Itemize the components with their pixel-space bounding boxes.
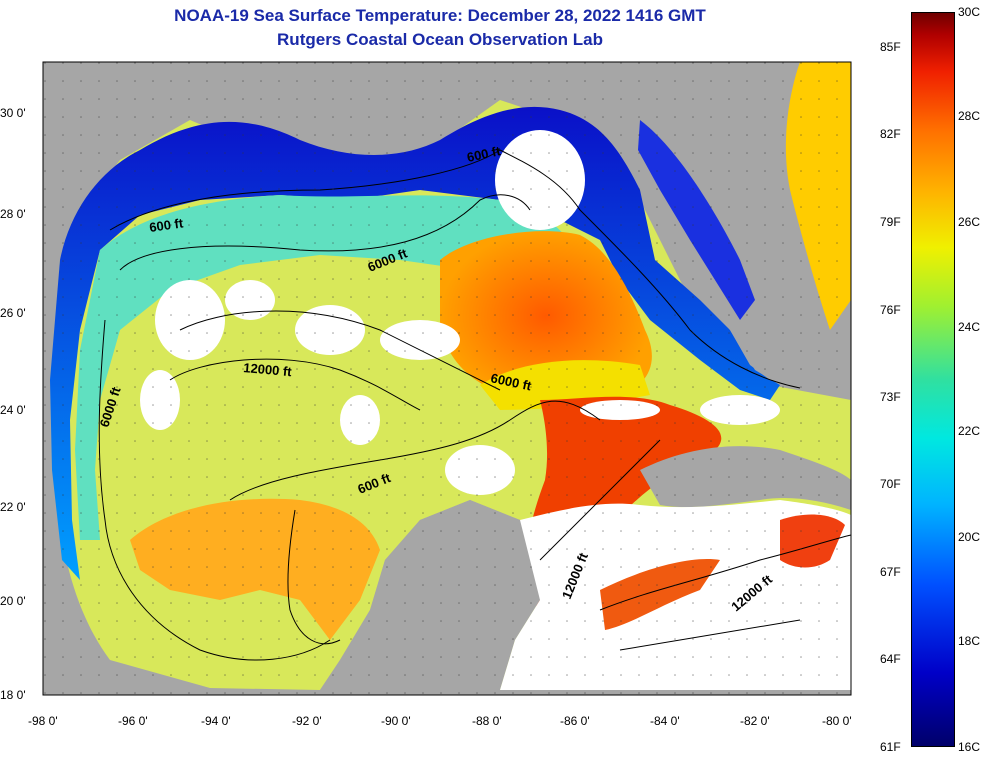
map-title: NOAA-19 Sea Surface Temperature: Decembe… [174, 6, 706, 25]
colorbar-celsius-label: 30C [958, 5, 981, 19]
lat-label: 30 0' [0, 106, 26, 120]
map-border [42, 61, 852, 696]
lon-label: -88 0' [472, 714, 502, 728]
lon-label: -96 0' [118, 714, 148, 728]
colorbar-celsius-label: 22C [958, 424, 981, 438]
lat-label: 22 0' [0, 500, 26, 514]
colorbar-celsius-label: 24C [958, 320, 981, 334]
lon-label: -90 0' [381, 714, 411, 728]
lon-label: -92 0' [292, 714, 322, 728]
contour-label-600ft-north: 600 ft [466, 143, 503, 165]
lat-label: 18 0' [0, 688, 26, 702]
temperature-colorbar [911, 12, 955, 747]
lat-label: 26 0' [0, 306, 26, 320]
colorbar-fahrenheit-label: 70F [880, 477, 901, 491]
lat-label: 28 0' [0, 207, 26, 221]
colorbar-celsius-label: 28C [958, 109, 981, 123]
colorbar-fahrenheit-label: 67F [880, 565, 901, 579]
colorbar-fahrenheit-label: 82F [880, 127, 901, 141]
colorbar-fahrenheit-label: 73F [880, 390, 901, 404]
colorbar-fahrenheit-label: 76F [880, 303, 901, 317]
lon-label: -82 0' [740, 714, 770, 728]
lon-label: -84 0' [650, 714, 680, 728]
colorbar-celsius-label: 26C [958, 215, 981, 229]
lon-label: -80 0' [822, 714, 852, 728]
graticule-dots [43, 62, 851, 695]
lon-label: -94 0' [201, 714, 231, 728]
lat-label: 24 0' [0, 403, 26, 417]
colorbar-fahrenheit-label: 61F [880, 740, 901, 754]
lon-label: -98 0' [28, 714, 58, 728]
contour-label-12000ft-central: 12000 ft [243, 360, 293, 379]
lon-label: -86 0' [560, 714, 590, 728]
colorbar-fahrenheit-label: 64F [880, 652, 901, 666]
map-subtitle: Rutgers Coastal Ocean Observation Lab [277, 30, 603, 49]
lat-label: 20 0' [0, 594, 26, 608]
colorbar-fahrenheit-label: 85F [880, 40, 901, 54]
colorbar-celsius-label: 18C [958, 634, 981, 648]
colorbar-celsius-label: 16C [958, 740, 981, 754]
contour-label-600ft-west: 600 ft [148, 215, 184, 235]
colorbar-fahrenheit-label: 79F [880, 215, 901, 229]
colorbar-celsius-label: 20C [958, 530, 981, 544]
